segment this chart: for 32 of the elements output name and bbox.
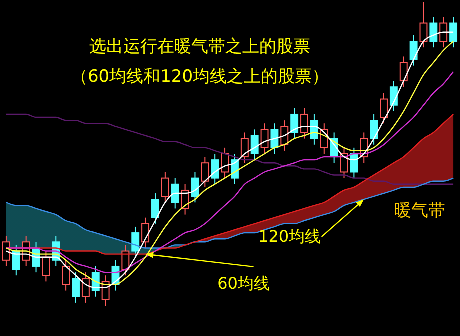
candlestick: [201, 156, 210, 188]
candlestick: [280, 120, 289, 152]
candlestick: [191, 172, 200, 204]
candlestick: [390, 80, 398, 112]
candlestick: [171, 178, 180, 210]
text: 60均线: [218, 274, 270, 293]
candlestick: [440, 16, 448, 48]
candlestick: [300, 108, 308, 140]
candlestick: [410, 34, 418, 66]
candlestick: [152, 193, 160, 224]
candlestick: [240, 132, 249, 164]
candlestick: [370, 114, 378, 146]
candlestick: [400, 56, 408, 88]
candlestick: [142, 217, 150, 249]
candlestick: [430, 16, 438, 48]
candlestick: [260, 123, 269, 154]
candlestick: [161, 172, 170, 204]
candlestick: [380, 92, 388, 124]
candlestick: [132, 226, 140, 258]
text: （60均线和120均线之上的股票）: [70, 67, 330, 87]
candlestick: [290, 108, 299, 140]
candlestick: [72, 272, 80, 304]
candlestick: [450, 16, 458, 48]
candlestick: [250, 129, 259, 161]
text: 选出运行在暖气带之上的股票: [90, 37, 310, 57]
candlestick: [270, 123, 279, 154]
candlestick: [62, 260, 70, 292]
annotation: 暖气带: [394, 201, 446, 221]
candlestick: [82, 272, 90, 304]
candlestick: [42, 250, 50, 282]
series-label: 120均线: [258, 226, 322, 246]
candlestick: [211, 154, 220, 185]
